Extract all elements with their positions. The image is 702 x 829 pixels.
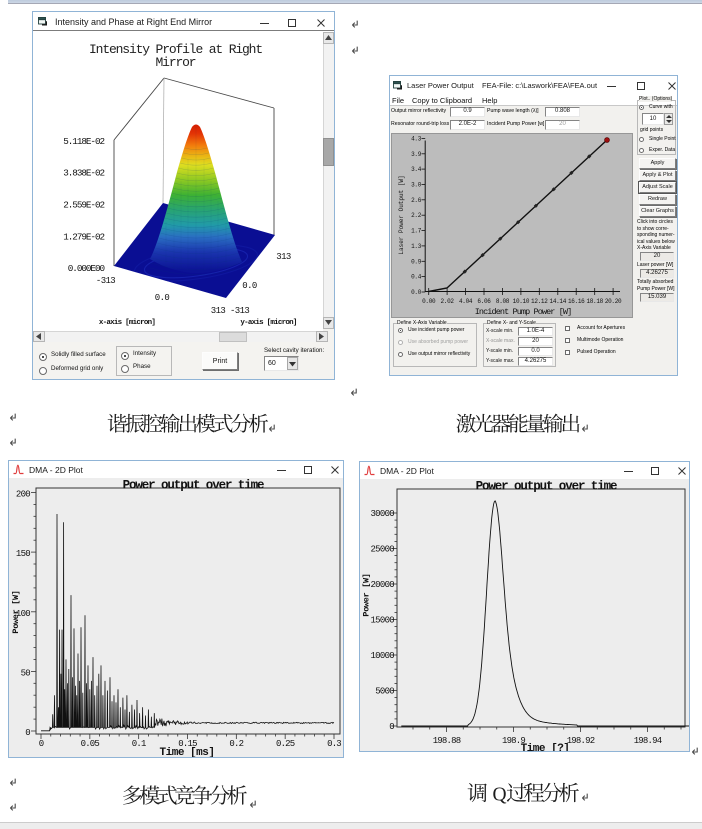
svg-text:2.6: 2.6 <box>411 197 422 204</box>
svg-text:5000: 5000 <box>375 687 394 697</box>
svg-text:1.279E-02: 1.279E-02 <box>63 232 104 243</box>
svg-text:2.2: 2.2 <box>411 212 422 219</box>
svg-text:Incident Pump Power [W]: Incident Pump Power [W] <box>475 307 572 317</box>
svg-text:313: 313 <box>276 252 291 262</box>
svg-text:200: 200 <box>16 490 30 500</box>
svg-text:Power [W]: Power [W] <box>11 590 21 633</box>
svg-text:14.14: 14.14 <box>550 298 567 305</box>
svg-text:25000: 25000 <box>370 545 394 555</box>
svg-text:Time [ms]: Time [ms] <box>160 747 215 757</box>
svg-text:0.25: 0.25 <box>276 739 295 749</box>
svg-text:0.000E00: 0.000E00 <box>68 263 105 274</box>
svg-text:10.10: 10.10 <box>513 298 530 305</box>
svg-text:3.9: 3.9 <box>411 151 422 158</box>
svg-text:0.0: 0.0 <box>242 281 257 291</box>
svg-text:Intensity Profile at Right: Intensity Profile at Right <box>89 42 262 57</box>
svg-text:Mirror: Mirror <box>156 55 196 70</box>
svg-text:5.118E-02: 5.118E-02 <box>63 136 104 147</box>
svg-text:15000: 15000 <box>370 616 394 626</box>
svg-text:0.2: 0.2 <box>229 739 243 749</box>
svg-text:Laser Power Output [W]: Laser Power Output [W] <box>398 175 405 254</box>
svg-text:2.02: 2.02 <box>440 298 454 305</box>
svg-text:1.3: 1.3 <box>411 243 422 250</box>
svg-text:16.16: 16.16 <box>568 298 585 305</box>
svg-text:Power output over time: Power output over time <box>476 480 617 494</box>
svg-text:10000: 10000 <box>370 651 394 661</box>
svg-text:30000: 30000 <box>370 509 394 519</box>
svg-text:Time [?]: Time [?] <box>521 743 570 751</box>
svg-text:6.06: 6.06 <box>477 298 491 305</box>
svg-text:150: 150 <box>16 549 30 559</box>
svg-text:0.00: 0.00 <box>422 298 436 305</box>
svg-text:198.94: 198.94 <box>634 736 662 746</box>
svg-text:20.20: 20.20 <box>605 298 622 305</box>
svg-text:198.88: 198.88 <box>433 736 461 746</box>
svg-text:0: 0 <box>25 728 30 738</box>
svg-text:50: 50 <box>21 668 31 678</box>
svg-text:100: 100 <box>16 609 30 619</box>
svg-text:8.08: 8.08 <box>496 298 510 305</box>
svg-text:0: 0 <box>389 722 394 732</box>
svg-text:0.9: 0.9 <box>411 258 422 265</box>
svg-text:4.3: 4.3 <box>411 135 422 142</box>
svg-text:18.18: 18.18 <box>586 298 603 305</box>
svg-text:0.15: 0.15 <box>178 739 197 749</box>
svg-text:0.0: 0.0 <box>411 289 422 296</box>
svg-text:12.12: 12.12 <box>531 298 548 305</box>
svg-text:0: 0 <box>39 739 44 749</box>
svg-text:Q: Q <box>493 785 507 806</box>
svg-text:198.9: 198.9 <box>502 736 525 746</box>
svg-text:Power output over time: Power output over time <box>123 479 264 493</box>
svg-text:3.4: 3.4 <box>411 166 422 173</box>
svg-text:0.3: 0.3 <box>327 739 341 749</box>
svg-text:3.0: 3.0 <box>411 182 422 189</box>
svg-text:y-axis [micron]: y-axis [micron] <box>240 319 297 327</box>
svg-text:x-axis [micron]: x-axis [micron] <box>99 319 156 327</box>
svg-text:3.838E-02: 3.838E-02 <box>63 168 104 179</box>
svg-text:313 -313: 313 -313 <box>211 306 250 316</box>
svg-text:2.559E-02: 2.559E-02 <box>63 200 104 211</box>
svg-text:Power [W]: Power [W] <box>362 573 372 616</box>
svg-text:4.04: 4.04 <box>459 298 473 305</box>
svg-text:198.92: 198.92 <box>567 736 595 746</box>
svg-text:-313: -313 <box>96 276 115 286</box>
svg-text:1.7: 1.7 <box>411 228 422 235</box>
svg-text:0.4: 0.4 <box>411 274 422 281</box>
svg-text:0.05: 0.05 <box>81 739 100 749</box>
svg-text:0.0: 0.0 <box>155 293 170 303</box>
svg-text:20000: 20000 <box>370 580 394 590</box>
svg-text:0.1: 0.1 <box>132 739 146 749</box>
